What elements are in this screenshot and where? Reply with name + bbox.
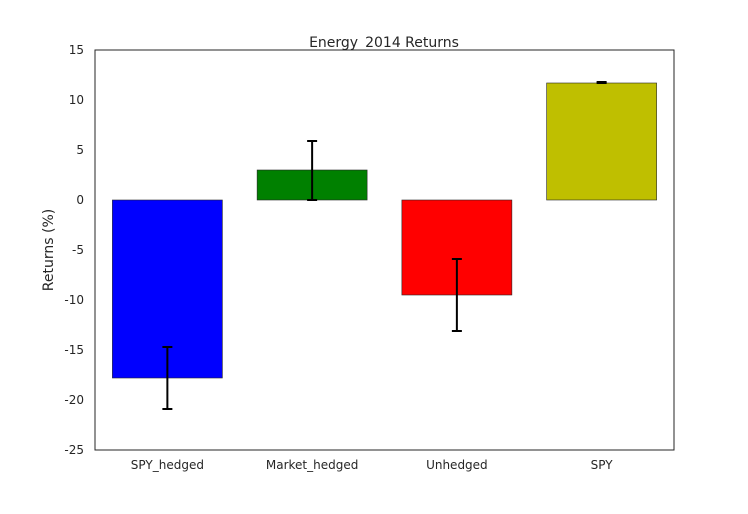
y-tick-label: -20 xyxy=(64,393,84,407)
y-tick-label: -5 xyxy=(72,243,84,257)
y-tick-label: 15 xyxy=(69,43,84,57)
x-tick-label: Unhedged xyxy=(426,458,488,472)
y-tick-label: -15 xyxy=(64,343,84,357)
y-axis-label: Returns (%) xyxy=(41,209,57,291)
plot-area: 15 10 5 0 -5 -10 -15 -20 -25 SPY_hedged Market_hed… xyxy=(64,43,675,472)
y-tick-label: -25 xyxy=(64,443,84,457)
chart-title: Energy_2014 Returns xyxy=(309,35,459,51)
x-tick-label: SPY_hedged xyxy=(131,458,204,472)
x-tick-label: SPY xyxy=(591,458,614,472)
bar xyxy=(546,82,657,201)
y-tick-label: 5 xyxy=(76,143,84,157)
y-tick-label: 10 xyxy=(69,93,84,107)
y-tick-label: 0 xyxy=(76,193,84,207)
axes-frame xyxy=(94,49,675,451)
x-tick-label: Market_hedged xyxy=(266,458,358,472)
y-tick-label: -10 xyxy=(64,293,84,307)
